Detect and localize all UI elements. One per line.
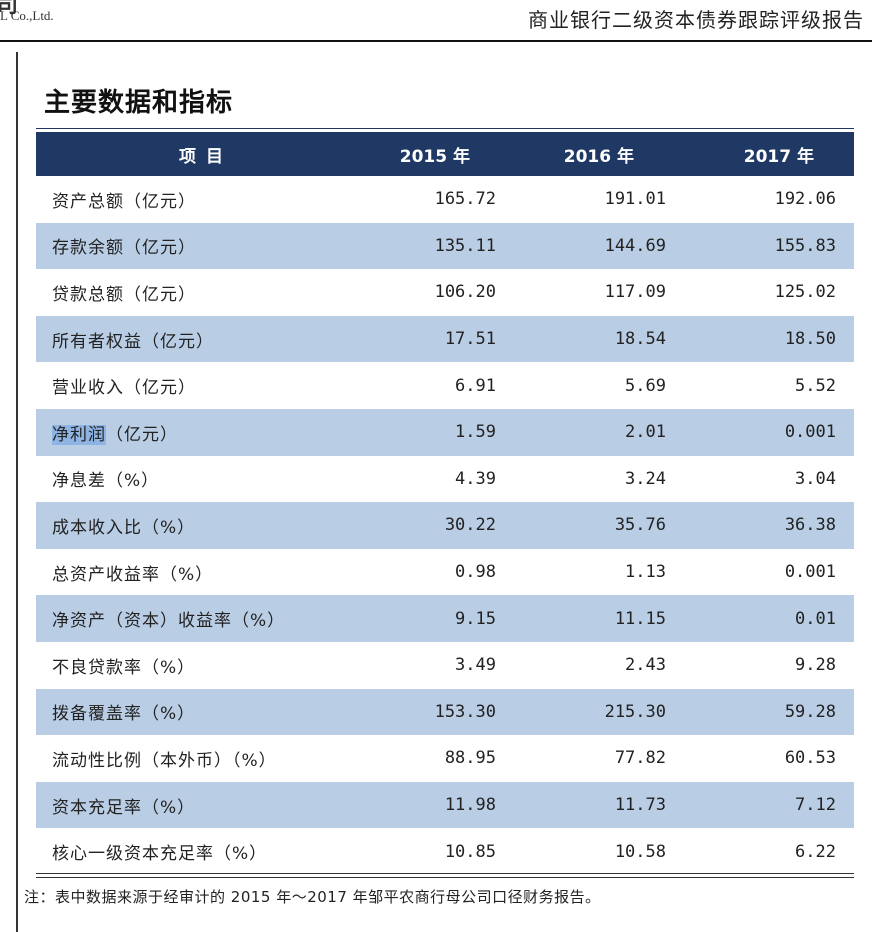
table-row: 资本充足率（%） 11.98 11.73 7.12 [36,781,854,829]
value-2015: 9.15 [348,595,498,642]
value-2017: 5.52 [795,375,836,396]
value-2016: 18.54 [498,315,668,363]
value-2017: 7.12 [668,781,854,829]
value-2017: 155.83 [668,222,854,270]
table-bottom-rule [36,873,854,878]
table-row: 净息差（%） 4.39 3.24 3.04 [36,456,854,503]
column-header-item: 项 目 [36,132,348,176]
value-2017: 3.04 [795,468,836,489]
value-2016: 117.09 [604,282,666,303]
value-2015: 11.98 [348,781,498,829]
value-2017: 60.53 [784,748,836,769]
row-label: 所有者权益（亿元） [36,315,348,363]
value-2016: 11.73 [498,781,668,829]
value-2016: 2.43 [625,655,666,676]
table-row: 营业收入（亿元） 6.91 5.69 5.52 [36,362,854,409]
value-2015: 3.49 [455,655,496,676]
row-label-unit: （亿元） [106,424,178,445]
row-label: 净资产（资本）收益率（%） [36,595,348,642]
value-2016: 1.13 [625,562,666,583]
table-header-row: 项 目 2015 年 2016 年 2017 年 [36,132,854,176]
value-2016: 5.69 [625,375,666,396]
value-2017: 0.01 [668,595,854,642]
row-label: 资本充足率（%） [36,781,348,829]
company-logo-fragment: 司 [0,0,19,17]
table-row: 资产总额（亿元） 165.72 191.01 192.06 [36,176,854,223]
header-divider [0,40,872,42]
table-footnote: 注：表中数据来源于经审计的 2015 年～2017 年邹平农商行母公司口径财务报… [24,888,601,906]
company-name-fragment: L Co.,Ltd. [0,8,54,23]
value-2015: 4.39 [455,468,496,489]
value-2017: 59.28 [668,688,854,736]
selected-text[interactable]: 净利润 [52,424,106,445]
row-label: 成本收入比（%） [36,502,348,549]
table-row: 贷款总额（亿元） 106.20 117.09 125.02 [36,269,854,316]
table-row: 成本收入比（%） 30.22 35.76 36.38 [36,502,854,549]
value-2017: 9.28 [795,655,836,676]
value-2016: 3.24 [625,468,666,489]
section-title: 主要数据和指标 [44,88,234,118]
table-row: 核心一级资本充足率（%） 10.85 10.58 6.22 [36,828,854,875]
value-2016: 144.69 [498,222,668,270]
value-2016: 77.82 [614,748,666,769]
row-label: 营业收入（亿元） [52,378,196,399]
report-title: 商业银行二级资本债券跟踪评级报告 [528,8,864,32]
row-label: 总资产收益率（%） [52,564,214,585]
value-2017: 36.38 [668,502,854,549]
column-header-2016: 2016 年 [498,132,668,176]
value-2015: 1.59 [348,408,498,456]
value-2016: 35.76 [498,502,668,549]
value-2017: 192.06 [774,189,836,210]
table-row: 净利润（亿元） 1.59 2.01 0.001 [36,408,854,456]
key-metrics-table: 项 目 2015 年 2016 年 2017 年 资产总额（亿元） 165.72 1… [36,132,854,875]
value-2015: 135.11 [348,222,498,270]
table-row: 净资产（资本）收益率（%） 9.15 11.15 0.01 [36,595,854,642]
value-2017: 0.001 [784,562,836,583]
row-label: 净息差（%） [52,471,160,492]
value-2016: 191.01 [604,189,666,210]
value-2016: 215.30 [498,688,668,736]
value-2017: 0.001 [668,408,854,456]
value-2016: 2.01 [498,408,668,456]
table-top-rule [36,128,854,129]
value-2015: 106.20 [434,282,496,303]
row-label: 存款余额（亿元） [36,222,348,270]
value-2017: 6.22 [795,841,836,862]
value-2015: 153.30 [348,688,498,736]
value-2015: 0.98 [455,562,496,583]
table-row: 不良贷款率（%） 3.49 2.43 9.28 [36,642,854,689]
column-header-2015: 2015 年 [348,132,498,176]
table-row: 流动性比例（本外币）（%） 88.95 77.82 60.53 [36,735,854,782]
column-header-2017: 2017 年 [668,132,854,176]
row-label: 净利润（亿元） [36,408,348,456]
table-row: 拨备覆盖率（%） 153.30 215.30 59.28 [36,688,854,736]
row-label: 不良贷款率（%） [52,657,196,678]
row-label: 资产总额（亿元） [52,191,196,212]
row-label: 流动性比例（本外币）（%） [52,750,277,771]
value-2016: 11.15 [498,595,668,642]
value-2017: 125.02 [774,282,836,303]
value-2015: 88.95 [444,748,496,769]
row-label: 拨备覆盖率（%） [36,688,348,736]
left-margin-rule [16,52,18,932]
value-2015: 30.22 [348,502,498,549]
table-row: 存款余额（亿元） 135.11 144.69 155.83 [36,222,854,270]
value-2015: 6.91 [455,375,496,396]
value-2015: 10.85 [444,841,496,862]
value-2017: 18.50 [668,315,854,363]
table-row: 所有者权益（亿元） 17.51 18.54 18.50 [36,315,854,363]
value-2015: 165.72 [434,189,496,210]
table-row: 总资产收益率（%） 0.98 1.13 0.001 [36,549,854,596]
value-2016: 10.58 [614,841,666,862]
value-2015: 17.51 [348,315,498,363]
row-label: 核心一级资本充足率（%） [52,844,268,865]
row-label: 贷款总额（亿元） [52,284,196,305]
